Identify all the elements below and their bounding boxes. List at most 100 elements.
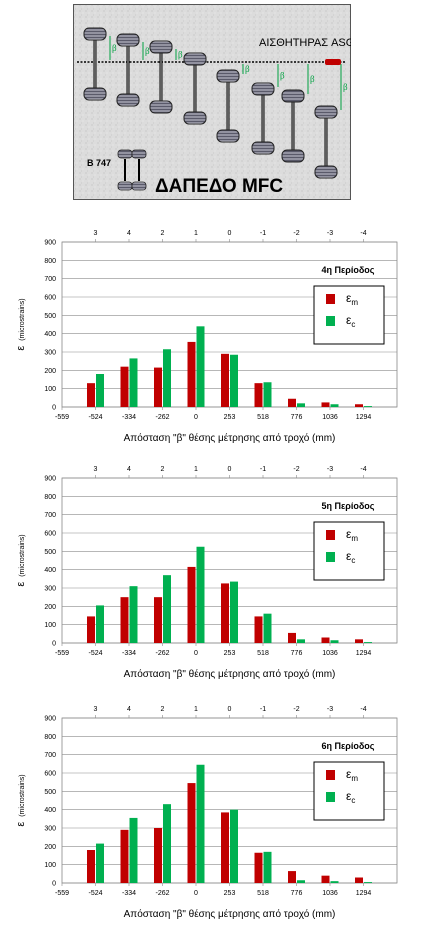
y-tick-label: 500 xyxy=(44,789,56,796)
top-tick-label: -1 xyxy=(260,466,266,473)
beta-label: β xyxy=(245,64,250,74)
bar-c-518 xyxy=(263,613,272,643)
x-tick-label: -524 xyxy=(88,890,102,897)
tire-icon xyxy=(116,93,140,107)
y-tick-label: 600 xyxy=(44,771,56,778)
x-tick-label: -559 xyxy=(55,414,69,421)
tire-icon xyxy=(183,52,207,66)
y-tick-label: 0 xyxy=(52,641,56,648)
top-tick-label: -3 xyxy=(327,230,333,237)
top-tick-label: -3 xyxy=(327,706,333,713)
bar-c-1036 xyxy=(330,404,339,407)
y-tick-label: 800 xyxy=(44,494,56,501)
bar-c-518 xyxy=(263,851,272,883)
top-tick-label: 0 xyxy=(228,466,232,473)
tire-icon xyxy=(83,27,107,41)
tire-icon xyxy=(251,141,275,155)
b747-tire-icon xyxy=(117,181,133,191)
y-tick-label: 400 xyxy=(44,331,56,338)
chart-title: 5η Περίοδος xyxy=(322,501,375,511)
y-tick-label: 300 xyxy=(44,586,56,593)
aircraft-label: B 747 xyxy=(87,158,111,168)
bar-c-776 xyxy=(297,880,305,883)
diagram-svg: β β β β β β β ΑΙΣΘΗΤΗΡΑΣ ASG B 747 ΔΑΠΕΔΟ MFC xyxy=(73,4,354,200)
legend-swatch xyxy=(326,792,335,802)
y-tick-label: 700 xyxy=(44,512,56,519)
bar-c--262 xyxy=(163,349,171,407)
tire-icon xyxy=(83,87,107,101)
legend-box xyxy=(313,285,385,345)
gear-sensor-diagram: β β β β β β β ΑΙΣΘΗΤΗΡΑΣ ASG B 747 ΔΑΠΕΔΟ MFC xyxy=(73,4,354,200)
tire-icon xyxy=(149,40,173,54)
bar-m--262 xyxy=(154,597,162,643)
top-tick-label: -4 xyxy=(360,230,366,237)
beta-label: β xyxy=(310,74,315,84)
legend-label: εc xyxy=(346,789,355,805)
bar-c-1036 xyxy=(330,881,339,883)
y-axis-title: ε (microstrains) xyxy=(15,774,27,826)
bar-m-518 xyxy=(254,852,263,883)
y-tick-label: 200 xyxy=(44,844,56,851)
bar-c--334 xyxy=(129,358,138,407)
bar-c-1294 xyxy=(364,406,372,407)
bar-c-0 xyxy=(196,326,205,407)
x-tick-label: 253 xyxy=(224,890,236,897)
bar-m--524 xyxy=(87,383,95,407)
top-tick-label: 2 xyxy=(161,466,165,473)
x-tick-label: -262 xyxy=(155,890,169,897)
chart-period-4: 0 100 200 300 400 500 600 700 800 900 -559 -524 -334… xyxy=(0,222,437,452)
bar-m--262 xyxy=(154,828,162,883)
bar-m--262 xyxy=(154,367,162,407)
x-tick-label: -559 xyxy=(55,650,69,657)
y-tick-label: 300 xyxy=(44,826,56,833)
y-axis-unit: (microstrains) xyxy=(19,774,26,818)
legend-swatch xyxy=(326,294,335,304)
legend-label: εm xyxy=(346,527,358,543)
x-tick-label: -559 xyxy=(55,890,69,897)
tire-icon xyxy=(281,149,305,163)
x-tick-label: 253 xyxy=(224,414,236,421)
sensor-label: ΑΙΣΘΗΤΗΡΑΣ ASG xyxy=(259,37,351,49)
tire-icon xyxy=(251,82,275,96)
bar-m-1294 xyxy=(355,877,363,883)
y-tick-label: 0 xyxy=(52,405,56,412)
bar-c--262 xyxy=(163,575,171,643)
x-axis-title: Απόσταση "β" θέσης μέτρησης από τροχό (m… xyxy=(124,668,336,680)
bar-m-1036 xyxy=(321,637,330,643)
top-tick-label: 4 xyxy=(127,230,131,237)
x-tick-label: 1036 xyxy=(322,890,338,897)
bar-m-518 xyxy=(254,383,263,407)
bar-m--334 xyxy=(120,597,129,643)
tire-icon xyxy=(149,100,173,114)
legend-label: εm xyxy=(346,767,358,783)
y-tick-label: 100 xyxy=(44,622,56,629)
chart-title: 4η Περίοδος xyxy=(322,265,375,275)
bar-m-0 xyxy=(187,341,196,407)
top-tick-label: 4 xyxy=(127,706,131,713)
top-tick-label: -2 xyxy=(293,706,299,713)
bar-m--524 xyxy=(87,850,95,883)
tire-icon xyxy=(216,129,240,143)
y-tick-label: 300 xyxy=(44,350,56,357)
bar-m-1036 xyxy=(321,402,330,407)
top-tick-label: 2 xyxy=(161,230,165,237)
beta-label: β xyxy=(280,71,285,81)
x-tick-label: 518 xyxy=(257,414,269,421)
x-tick-label: 518 xyxy=(257,890,269,897)
bar-m-776 xyxy=(288,632,296,643)
legend-box xyxy=(313,521,385,581)
y-axis-symbol: ε xyxy=(15,822,27,827)
bar-c-253 xyxy=(230,354,238,407)
bar-c-253 xyxy=(230,809,238,883)
bar-c-0 xyxy=(196,764,205,883)
bar-m--334 xyxy=(120,366,129,407)
y-axis-title: ε (microstrains) xyxy=(15,298,27,350)
chart-period-5: 0 100 200 300 400 500 600 700 800 900 -559 -524 -334… xyxy=(0,458,437,688)
bar-c--334 xyxy=(129,817,138,883)
legend-label: εc xyxy=(346,549,355,565)
y-tick-label: 900 xyxy=(44,716,56,723)
x-tick-label: 0 xyxy=(194,650,198,657)
top-tick-label: -4 xyxy=(360,466,366,473)
